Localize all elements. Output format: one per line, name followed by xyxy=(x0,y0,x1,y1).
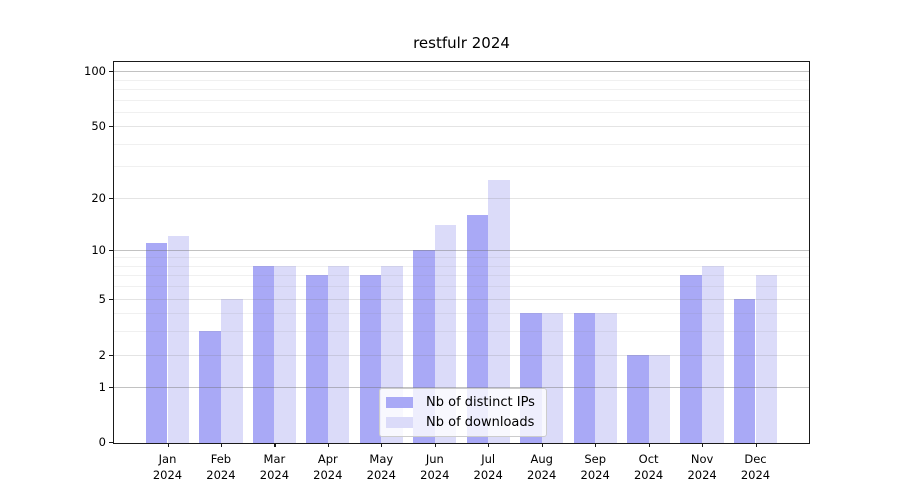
bar-distinct-ips-jan xyxy=(145,242,168,443)
y-tick xyxy=(109,249,113,251)
bar-distinct-ips-apr xyxy=(306,275,328,443)
gridline xyxy=(114,126,809,128)
y-tick xyxy=(109,442,113,444)
minor-gridline xyxy=(114,88,809,90)
y-tick-label: 20 xyxy=(91,190,106,205)
y-tick-label: 0 xyxy=(98,435,106,449)
minor-gridline xyxy=(114,111,809,113)
y-tick-label: 5 xyxy=(98,291,106,306)
x-tick xyxy=(274,443,276,447)
x-tick xyxy=(541,443,543,447)
y-tick xyxy=(109,298,113,300)
x-tick xyxy=(327,443,329,447)
x-tick xyxy=(434,443,436,447)
bar-downloads-mar xyxy=(274,265,297,443)
x-tick xyxy=(702,443,704,447)
major-gridline xyxy=(114,71,809,72)
bar-downloads-oct xyxy=(648,354,671,443)
x-tick xyxy=(648,443,650,447)
major-gridline xyxy=(114,249,809,251)
x-tick-label-dec: Dec 2024 xyxy=(740,452,771,482)
y-tick-label: 100 xyxy=(84,64,106,78)
bar-downloads-jul xyxy=(488,180,510,443)
chart-title: restfulr 2024 xyxy=(413,34,510,52)
bar-downloads-feb xyxy=(220,298,243,443)
x-tick-label-aug: Aug 2024 xyxy=(527,452,557,482)
ip-series-swatch xyxy=(386,397,413,408)
legend-item-downloads: Nb of downloads xyxy=(386,415,538,430)
bar-downloads-dec xyxy=(755,275,778,443)
x-tick-label-jul: Jul 2024 xyxy=(473,452,503,482)
y-tick xyxy=(109,197,113,199)
x-tick xyxy=(755,443,757,447)
x-tick xyxy=(167,443,169,447)
minor-gridline xyxy=(114,286,809,288)
x-tick-label-jun: Jun 2024 xyxy=(420,452,450,482)
minor-gridline xyxy=(114,265,809,267)
x-tick-label-feb: Feb 2024 xyxy=(206,452,236,482)
bar-distinct-ips-dec xyxy=(733,298,756,443)
minor-gridline xyxy=(114,331,809,333)
x-tick-label-nov: Nov 2024 xyxy=(687,452,717,482)
y-tick xyxy=(109,387,113,389)
bar-distinct-ips-nov xyxy=(680,275,703,443)
y-tick xyxy=(109,126,113,128)
x-tick xyxy=(595,443,597,447)
x-tick-label-mar: Mar 2024 xyxy=(259,452,290,482)
x-tick-label-jan: Jan 2024 xyxy=(152,452,183,482)
y-tick-label: 10 xyxy=(91,242,106,257)
minor-gridline xyxy=(114,275,809,277)
x-tick-label-may: May 2024 xyxy=(366,452,396,482)
plot-area: 100 50 20 10 5 2 1 0 Jan 2024 Feb 2024 Mar 2024 Apr 202… xyxy=(84,61,810,482)
y-tick xyxy=(109,71,113,73)
legend-label: Nb of distinct IPs xyxy=(426,395,535,410)
x-tick-label-sep: Sep 2024 xyxy=(580,452,610,482)
bar-downloads-apr xyxy=(327,265,350,443)
bar-distinct-ips-sep xyxy=(573,313,596,443)
y-tick xyxy=(109,354,113,356)
minor-gridline xyxy=(114,166,809,168)
y-tick-label: 1 xyxy=(98,380,106,395)
bar-distinct-ips-jul xyxy=(466,214,489,443)
bar-distinct-ips-may xyxy=(359,275,382,443)
bar-distinct-ips-feb xyxy=(199,331,221,443)
legend-label: Nb of downloads xyxy=(426,415,535,430)
x-tick xyxy=(220,443,223,447)
minor-gridline xyxy=(114,257,809,259)
x-tick-label-apr: Apr 2024 xyxy=(313,452,343,482)
x-tick xyxy=(488,443,490,447)
major-gridline xyxy=(114,387,809,389)
minor-gridline xyxy=(114,79,809,81)
minor-gridline xyxy=(114,143,809,145)
x-tick xyxy=(381,443,383,447)
y-tick-label: 2 xyxy=(98,347,106,362)
bar-downloads-aug xyxy=(541,313,564,443)
y-tick-label: 50 xyxy=(91,119,106,134)
legend: Nb of distinct IPs Nb of downloads xyxy=(379,388,547,437)
gridline xyxy=(114,197,809,199)
x-tick-label-oct: Oct 2024 xyxy=(633,452,664,482)
bar-distinct-ips-oct xyxy=(626,354,649,443)
gridline xyxy=(114,354,809,356)
bar-distinct-ips-mar xyxy=(252,265,275,443)
bar-downloads-sep xyxy=(595,313,617,443)
minor-gridline xyxy=(114,99,809,101)
minor-gridline xyxy=(114,313,809,315)
gridline xyxy=(114,298,809,300)
bar-downloads-nov xyxy=(702,265,724,443)
bar-downloads-jan xyxy=(167,236,190,443)
download-series-swatch xyxy=(386,417,413,428)
legend-item-distinct-ips: Nb of distinct IPs xyxy=(386,395,538,410)
